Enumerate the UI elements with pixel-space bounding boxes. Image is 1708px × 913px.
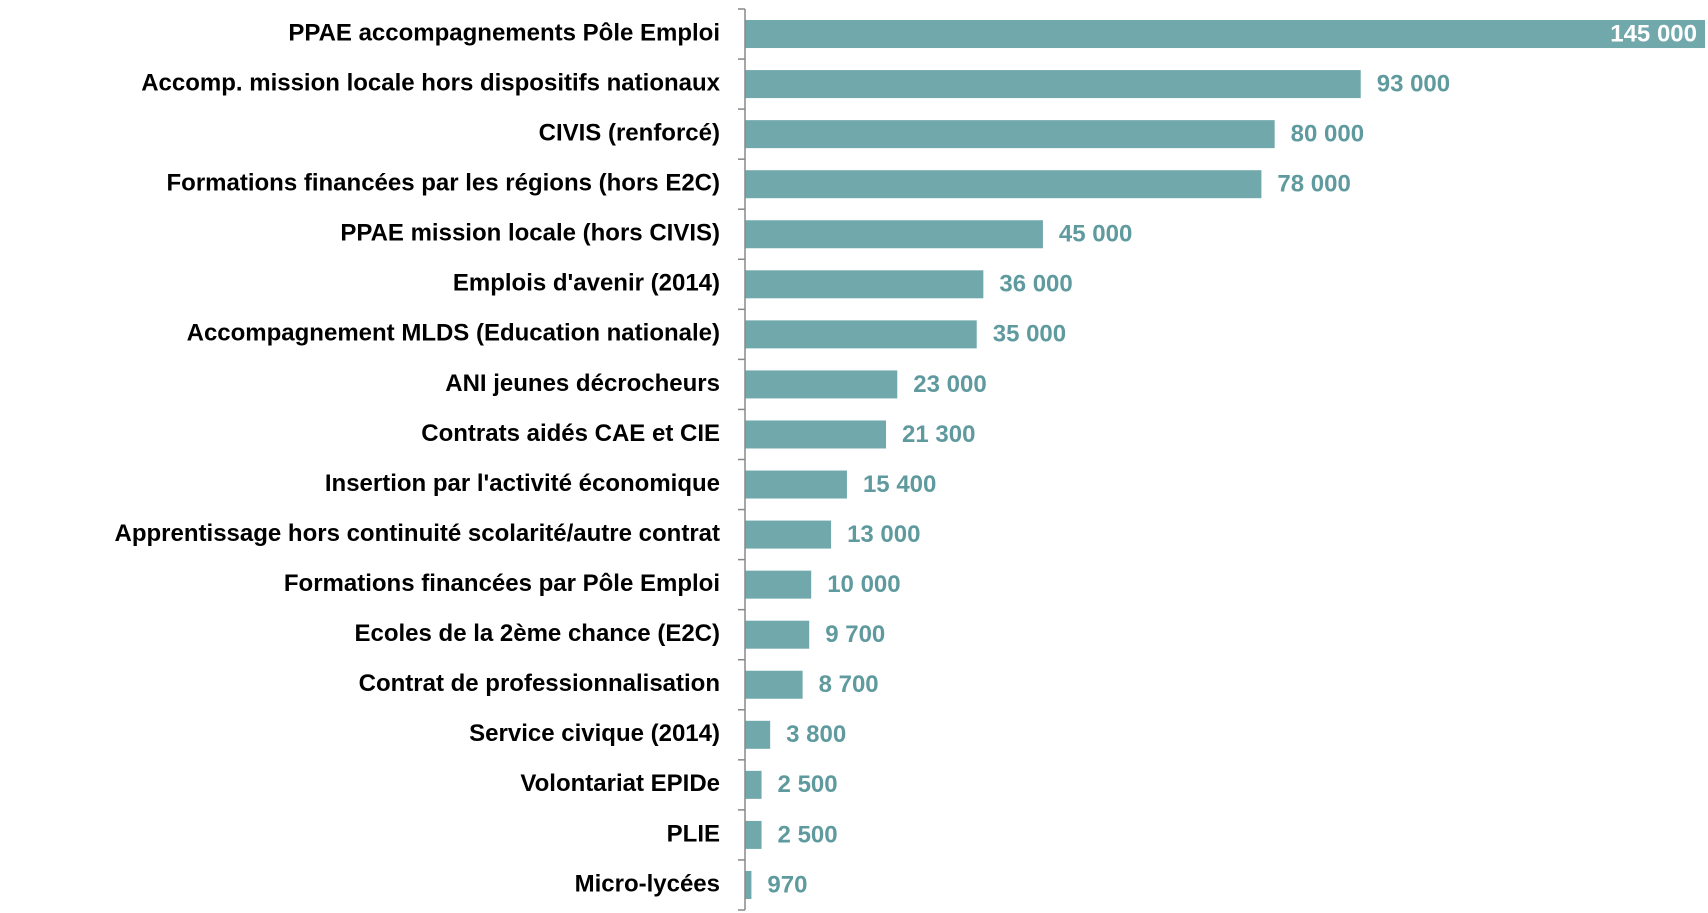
value-label: 970 bbox=[767, 871, 807, 898]
category-label: Formations financées par les régions (ho… bbox=[167, 170, 720, 197]
value-label: 10 000 bbox=[827, 571, 900, 598]
bar bbox=[745, 520, 832, 549]
bar bbox=[745, 870, 752, 899]
bar bbox=[745, 370, 898, 399]
value-label: 23 000 bbox=[913, 371, 986, 398]
value-label: 3 800 bbox=[786, 721, 846, 748]
bar bbox=[745, 420, 887, 449]
bar bbox=[745, 320, 977, 349]
value-label: 93 000 bbox=[1377, 70, 1450, 97]
value-label: 145 000 bbox=[1610, 20, 1697, 47]
category-label: Accomp. mission locale hors dispositifs … bbox=[141, 69, 720, 96]
category-label: PPAE accompagnements Pôle Emploi bbox=[288, 19, 720, 46]
value-label: 9 700 bbox=[825, 621, 885, 648]
category-label: Accompagnement MLDS (Education nationale… bbox=[187, 320, 720, 347]
value-label: 2 500 bbox=[778, 771, 838, 798]
value-label: 78 000 bbox=[1277, 171, 1350, 198]
category-label: Volontariat EPIDe bbox=[520, 770, 720, 797]
category-label: CIVIS (renforcé) bbox=[539, 119, 720, 146]
category-label: Contrats aidés CAE et CIE bbox=[421, 420, 720, 447]
category-label: Emplois d'avenir (2014) bbox=[453, 270, 720, 297]
bar bbox=[745, 570, 812, 599]
category-label: Insertion par l'activité économique bbox=[325, 470, 720, 497]
bar bbox=[745, 70, 1361, 99]
value-label: 13 000 bbox=[847, 521, 920, 548]
value-label: 2 500 bbox=[778, 821, 838, 848]
category-label: Micro-lycées bbox=[575, 870, 720, 897]
category-label: Formations financées par Pôle Emploi bbox=[284, 570, 720, 597]
bar bbox=[745, 270, 984, 299]
value-label: 45 000 bbox=[1059, 221, 1132, 248]
category-label: Service civique (2014) bbox=[469, 720, 720, 747]
bar bbox=[745, 670, 803, 699]
category-label: Contrat de professionnalisation bbox=[359, 670, 720, 697]
value-label: 15 400 bbox=[863, 471, 936, 498]
bar bbox=[745, 720, 771, 749]
category-label: PPAE mission locale (hors CIVIS) bbox=[340, 220, 720, 247]
value-label: 8 700 bbox=[819, 671, 879, 698]
bar bbox=[745, 220, 1043, 249]
bar bbox=[745, 20, 1705, 49]
bar bbox=[745, 620, 810, 649]
category-label: Ecoles de la 2ème chance (E2C) bbox=[354, 620, 720, 647]
value-label: 80 000 bbox=[1291, 120, 1364, 147]
value-label: 35 000 bbox=[993, 321, 1066, 348]
bar bbox=[745, 770, 762, 799]
value-label: 21 300 bbox=[902, 421, 975, 448]
value-label: 36 000 bbox=[999, 271, 1072, 298]
category-label: ANI jeunes décrocheurs bbox=[445, 370, 720, 397]
category-label: PLIE bbox=[667, 820, 720, 847]
bar bbox=[745, 170, 1262, 199]
bar bbox=[745, 120, 1275, 149]
bar bbox=[745, 820, 762, 849]
bar bbox=[745, 470, 847, 499]
category-label: Apprentissage hors continuité scolarité/… bbox=[115, 520, 720, 547]
